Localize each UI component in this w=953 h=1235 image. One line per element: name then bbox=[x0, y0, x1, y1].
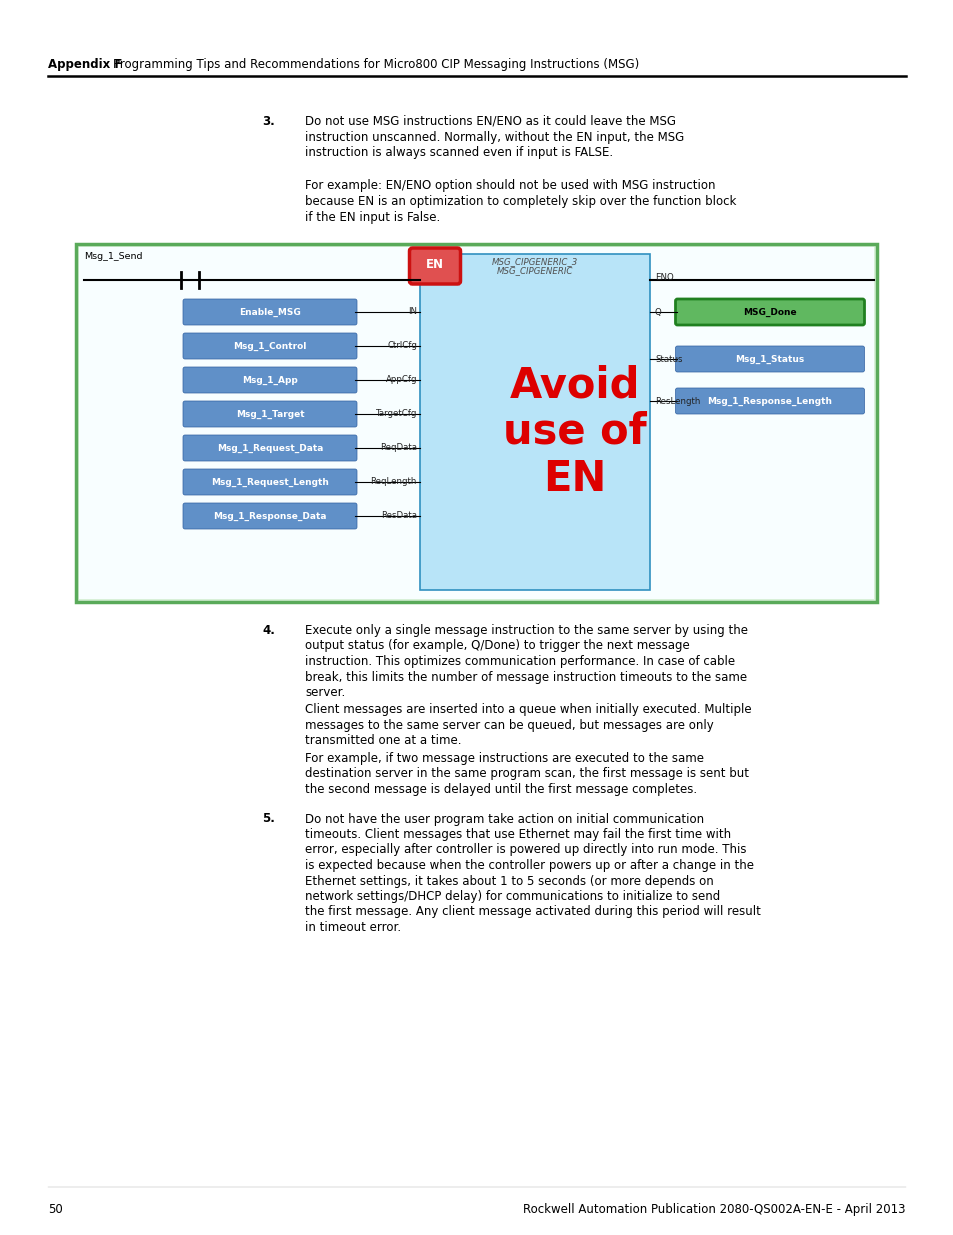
Text: Msg_1_Request_Length: Msg_1_Request_Length bbox=[211, 478, 329, 487]
FancyBboxPatch shape bbox=[409, 248, 460, 284]
Text: MSG_CIPGENERIC_3: MSG_CIPGENERIC_3 bbox=[492, 257, 578, 266]
Text: ResLength: ResLength bbox=[655, 396, 700, 405]
Bar bbox=[79, 247, 873, 599]
Text: in timeout error.: in timeout error. bbox=[305, 921, 400, 934]
Text: network settings/DHCP delay) for communications to initialize to send: network settings/DHCP delay) for communi… bbox=[305, 890, 720, 903]
Text: TargetCfg: TargetCfg bbox=[375, 410, 416, 419]
Text: AppCfg: AppCfg bbox=[385, 375, 416, 384]
Text: Msg_1_Status: Msg_1_Status bbox=[735, 354, 803, 363]
Text: Msg_1_Response_Length: Msg_1_Response_Length bbox=[707, 396, 832, 405]
Text: Do not use MSG instructions EN/ENO as it could leave the MSG: Do not use MSG instructions EN/ENO as it… bbox=[305, 115, 676, 128]
Text: Avoid
use of
EN: Avoid use of EN bbox=[502, 364, 646, 500]
Text: Rockwell Automation Publication 2080-QS002A-EN-E - April 2013: Rockwell Automation Publication 2080-QS0… bbox=[523, 1203, 905, 1216]
Text: timeouts. Client messages that use Ethernet may fail the first time with: timeouts. Client messages that use Ether… bbox=[305, 827, 730, 841]
Text: because EN is an optimization to completely skip over the function block: because EN is an optimization to complet… bbox=[305, 195, 736, 207]
Text: if the EN input is False.: if the EN input is False. bbox=[305, 210, 439, 224]
Text: Msg_1_App: Msg_1_App bbox=[242, 375, 297, 384]
Text: Ethernet settings, it takes about 1 to 5 seconds (or more depends on: Ethernet settings, it takes about 1 to 5… bbox=[305, 874, 713, 888]
Text: messages to the same server can be queued, but messages are only: messages to the same server can be queue… bbox=[305, 719, 713, 732]
Text: Msg_1_Request_Data: Msg_1_Request_Data bbox=[216, 443, 323, 452]
FancyBboxPatch shape bbox=[675, 299, 863, 325]
Text: 5.: 5. bbox=[262, 813, 274, 825]
Text: Msg_1_Send: Msg_1_Send bbox=[84, 252, 142, 261]
Text: instruction. This optimizes communication performance. In case of cable: instruction. This optimizes communicatio… bbox=[305, 655, 735, 668]
Text: IN: IN bbox=[408, 308, 416, 316]
Text: the second message is delayed until the first message completes.: the second message is delayed until the … bbox=[305, 783, 697, 797]
Text: For example, if two message instructions are executed to the same: For example, if two message instructions… bbox=[305, 752, 703, 764]
Text: Msg_1_Response_Data: Msg_1_Response_Data bbox=[213, 511, 327, 521]
Text: Do not have the user program take action on initial communication: Do not have the user program take action… bbox=[305, 813, 703, 825]
Text: error, especially after controller is powered up directly into run mode. This: error, especially after controller is po… bbox=[305, 844, 745, 857]
Text: Msg_1_Control: Msg_1_Control bbox=[233, 341, 306, 351]
FancyBboxPatch shape bbox=[183, 435, 356, 461]
Text: ReqLength: ReqLength bbox=[370, 478, 416, 487]
Text: For example: EN/ENO option should not be used with MSG instruction: For example: EN/ENO option should not be… bbox=[305, 179, 715, 193]
Text: Appendix F: Appendix F bbox=[48, 58, 122, 70]
FancyBboxPatch shape bbox=[675, 346, 863, 372]
Text: ReqData: ReqData bbox=[379, 443, 416, 452]
FancyBboxPatch shape bbox=[183, 367, 356, 393]
Text: MSG_CIPGENERIC: MSG_CIPGENERIC bbox=[497, 266, 573, 275]
Text: MSG_Done: MSG_Done bbox=[742, 308, 796, 316]
Text: Programming Tips and Recommendations for Micro800 CIP Messaging Instructions (MS: Programming Tips and Recommendations for… bbox=[112, 58, 639, 70]
Text: Client messages are inserted into a queue when initially executed. Multiple: Client messages are inserted into a queu… bbox=[305, 704, 751, 716]
Text: 50: 50 bbox=[48, 1203, 63, 1216]
FancyBboxPatch shape bbox=[675, 388, 863, 414]
FancyBboxPatch shape bbox=[183, 333, 356, 359]
Text: is expected because when the controller powers up or after a change in the: is expected because when the controller … bbox=[305, 860, 753, 872]
Bar bbox=[419, 254, 649, 590]
Text: ENO: ENO bbox=[655, 273, 673, 283]
Text: destination server in the same program scan, the first message is sent but: destination server in the same program s… bbox=[305, 767, 748, 781]
Text: instruction unscanned. Normally, without the EN input, the MSG: instruction unscanned. Normally, without… bbox=[305, 131, 683, 143]
Text: Enable_MSG: Enable_MSG bbox=[239, 308, 300, 316]
Text: EN: EN bbox=[426, 258, 443, 270]
FancyBboxPatch shape bbox=[183, 503, 356, 529]
Text: Msg_1_Target: Msg_1_Target bbox=[235, 410, 304, 419]
Text: 4.: 4. bbox=[262, 624, 274, 637]
Text: Status: Status bbox=[655, 354, 681, 363]
Bar bbox=[76, 245, 876, 601]
Text: output status (for example, Q/Done) to trigger the next message: output status (for example, Q/Done) to t… bbox=[305, 640, 689, 652]
Text: server.: server. bbox=[305, 685, 345, 699]
Text: break, this limits the number of message instruction timeouts to the same: break, this limits the number of message… bbox=[305, 671, 746, 683]
Text: 3.: 3. bbox=[262, 115, 274, 128]
Text: transmitted one at a time.: transmitted one at a time. bbox=[305, 735, 461, 747]
Text: instruction is always scanned even if input is FALSE.: instruction is always scanned even if in… bbox=[305, 146, 613, 159]
FancyBboxPatch shape bbox=[183, 299, 356, 325]
Text: the first message. Any client message activated during this period will result: the first message. Any client message ac… bbox=[305, 905, 760, 919]
Text: ResData: ResData bbox=[380, 511, 416, 520]
FancyBboxPatch shape bbox=[183, 469, 356, 495]
FancyBboxPatch shape bbox=[183, 401, 356, 427]
Text: CtrlCfg: CtrlCfg bbox=[387, 342, 416, 351]
Text: Execute only a single message instruction to the same server by using the: Execute only a single message instructio… bbox=[305, 624, 747, 637]
Text: Q: Q bbox=[655, 308, 661, 316]
